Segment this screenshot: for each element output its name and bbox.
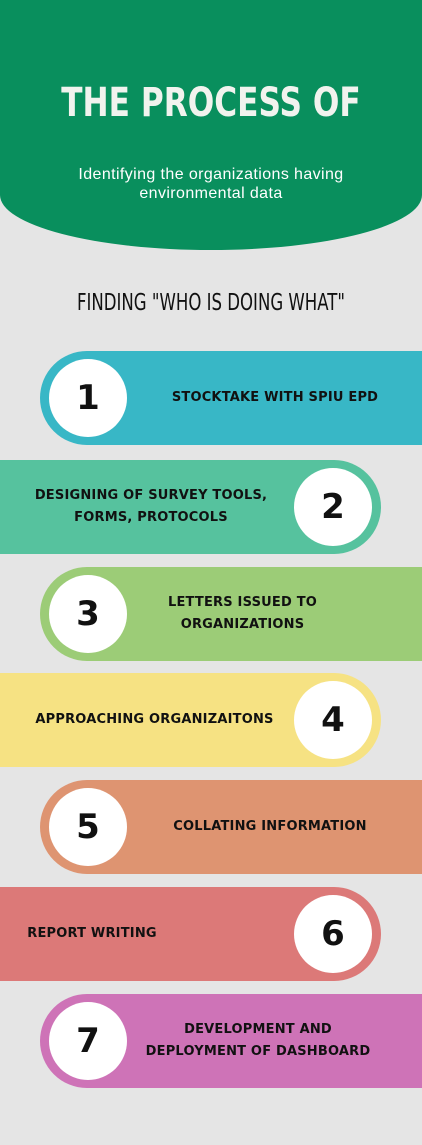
step-text: APPROACHING ORGANIZAITONS <box>35 712 274 727</box>
step-4: APPROACHING ORGANIZAITONS 4 <box>0 673 381 767</box>
step-label: LETTERS ISSUED TO ORGANIZATIONS <box>155 567 330 661</box>
header-banner: THE PROCESS OF Identifying the organizat… <box>0 0 422 250</box>
step-text: LETTERS ISSUED TO ORGANIZATIONS <box>167 595 318 632</box>
step-number-badge: 7 <box>49 1002 127 1080</box>
step-label: DEVELOPMENT AND DEPLOYMENT OF DASHBOARD <box>138 994 378 1088</box>
step-label: DESIGNING OF SURVEY TOOLS, FORMS, PROTOC… <box>22 460 280 554</box>
step-3: 3 LETTERS ISSUED TO ORGANIZATIONS <box>40 567 422 661</box>
step-text: STOCKTAKE WITH SPIU EPD <box>171 390 379 405</box>
page-title: THE PROCESS OF <box>61 80 361 126</box>
step-label: STOCKTAKE WITH SPIU EPD <box>140 351 410 445</box>
step-text: DESIGNING OF SURVEY TOOLS, FORMS, PROTOC… <box>34 488 268 525</box>
step-number-badge: 5 <box>49 788 127 866</box>
step-number-badge: 2 <box>294 468 372 546</box>
step-number-badge: 3 <box>49 575 127 653</box>
step-text: DEVELOPMENT AND DEPLOYMENT OF DASHBOARD <box>145 1022 371 1059</box>
step-6: REPORT WRITING 6 <box>0 887 381 981</box>
step-label: REPORT WRITING <box>22 887 162 981</box>
step-1: 1 STOCKTAKE WITH SPIU EPD <box>40 351 422 445</box>
step-7: 7 DEVELOPMENT AND DEPLOYMENT OF DASHBOAR… <box>40 994 422 1088</box>
step-number-badge: 1 <box>49 359 127 437</box>
page-subtitle: Identifying the organizations having env… <box>78 166 344 202</box>
step-label: APPROACHING ORGANIZAITONS <box>22 673 287 767</box>
step-text: COLLATING INFORMATION <box>173 819 367 834</box>
step-number-badge: 4 <box>294 681 372 759</box>
step-text: REPORT WRITING <box>27 926 157 941</box>
step-2: DESIGNING OF SURVEY TOOLS, FORMS, PROTOC… <box>0 460 381 554</box>
step-number-badge: 6 <box>294 895 372 973</box>
step-5: 5 COLLATING INFORMATION <box>40 780 422 874</box>
section-title: FINDING "WHO IS DOING WHAT" <box>76 290 346 316</box>
step-label: COLLATING INFORMATION <box>140 780 400 874</box>
